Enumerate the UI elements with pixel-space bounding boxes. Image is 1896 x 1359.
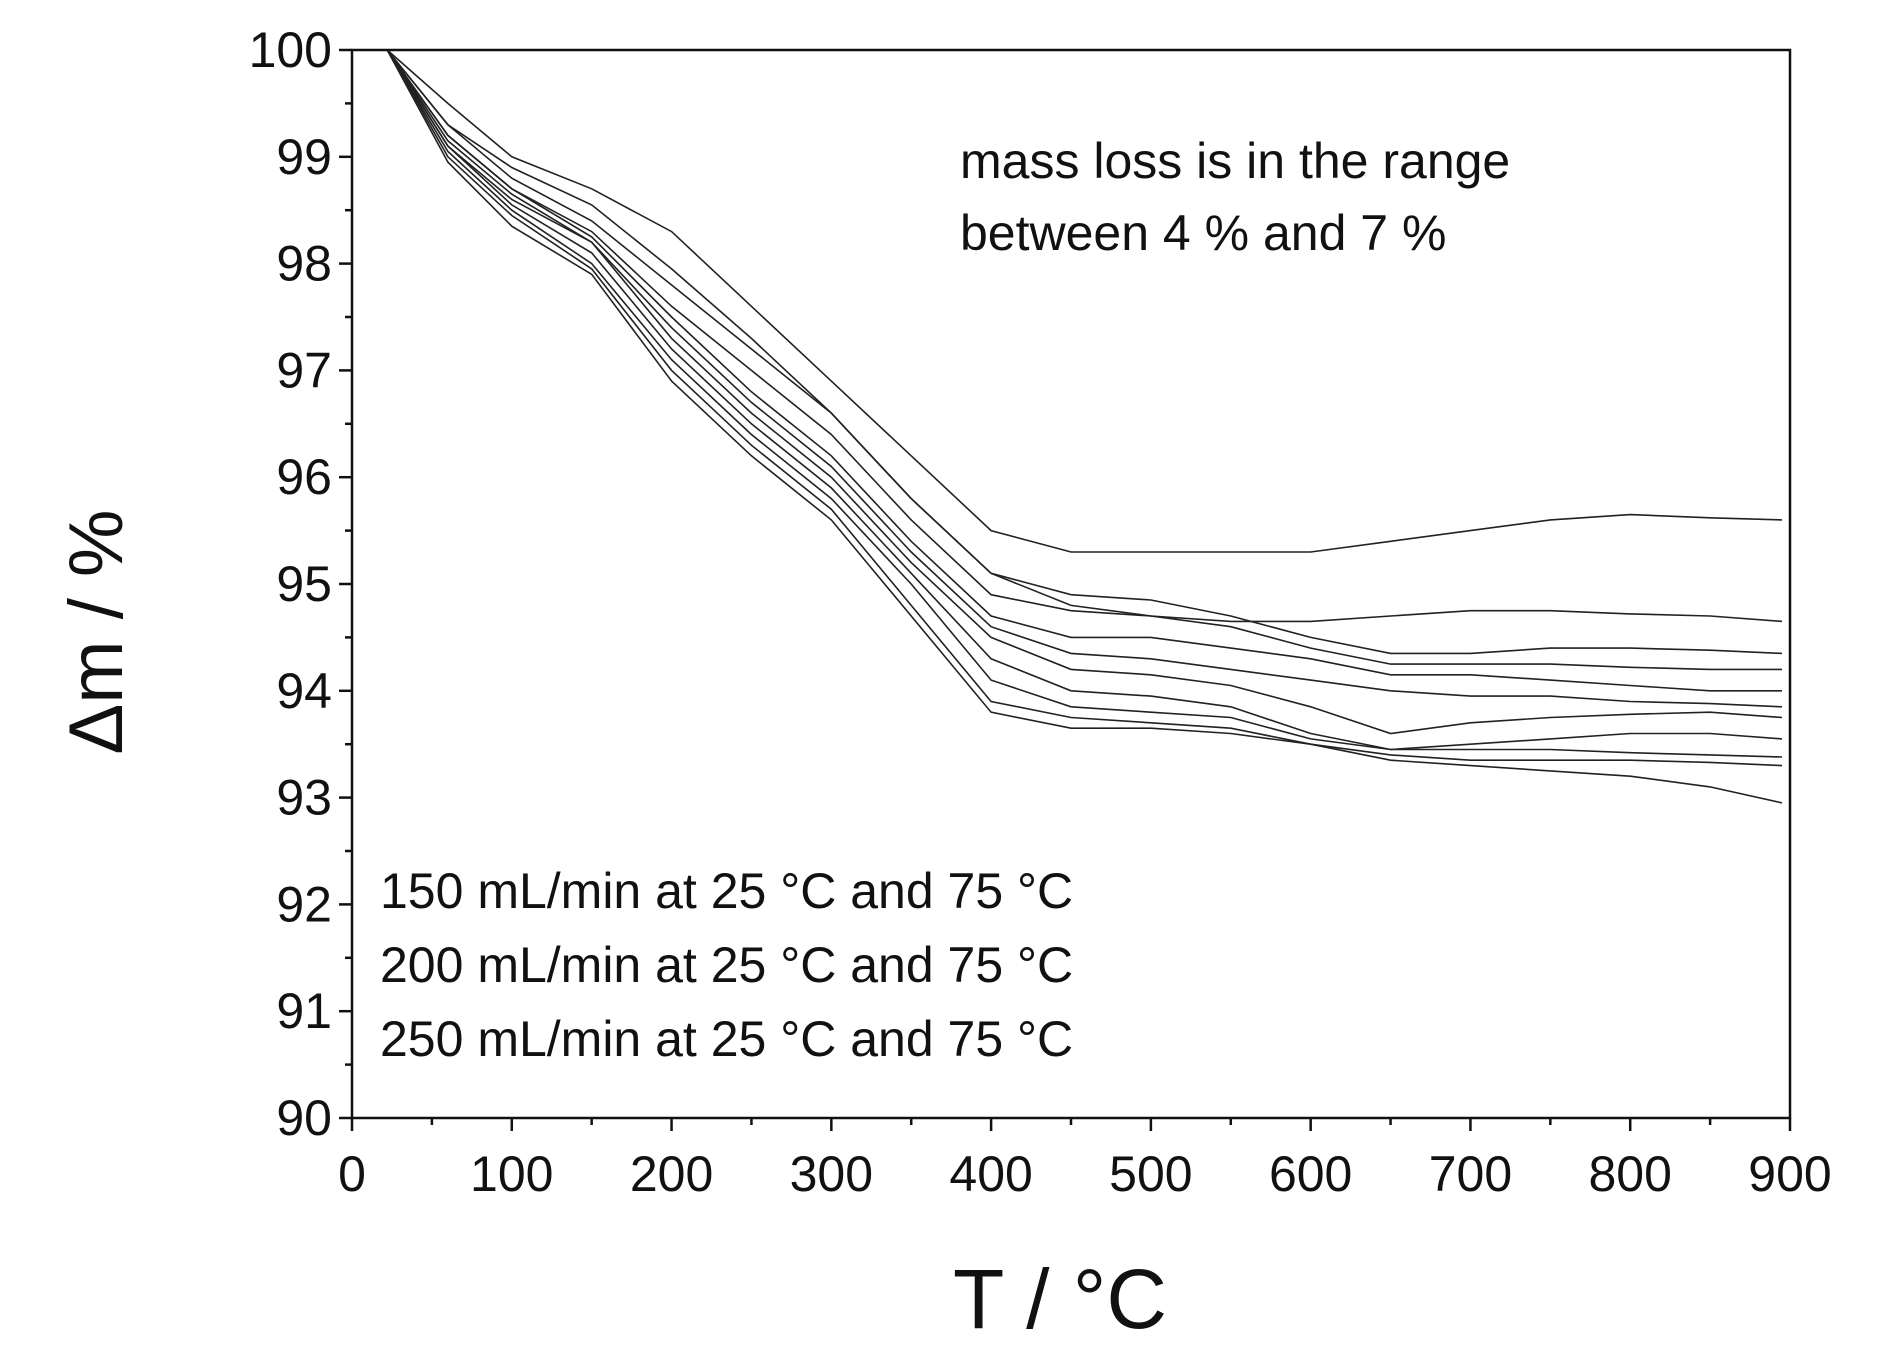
y-tick-label: 99	[276, 129, 332, 185]
y-tick-label: 94	[276, 663, 332, 719]
x-tick-label: 500	[1109, 1146, 1192, 1202]
y-tick-label: 95	[276, 556, 332, 612]
tga-curve-11	[386, 49, 1783, 804]
y-axis-title: Δm / %	[54, 510, 139, 755]
tick-labels-layer: 0 100 200 300 400 500 600 700 800 900 90 91 92 93 94 95…	[249, 22, 1832, 1202]
condition-label-250: 250 mL/min at 25 °C and 75 °C	[380, 1011, 1073, 1067]
x-tick-label: 900	[1748, 1146, 1831, 1202]
x-tick-label: 800	[1589, 1146, 1672, 1202]
y-tick-label: 98	[276, 236, 332, 292]
tga-curve-7	[386, 49, 1783, 735]
y-tick-label: 90	[276, 1090, 332, 1146]
x-tick-label: 600	[1269, 1146, 1352, 1202]
y-tick-label: 92	[276, 876, 332, 932]
x-tick-label: 700	[1429, 1146, 1512, 1202]
tga-curve-1	[386, 49, 1783, 553]
y-tick-label: 100	[249, 22, 332, 78]
condition-label-150: 150 mL/min at 25 °C and 75 °C	[380, 863, 1073, 919]
x-tick-label: 0	[338, 1146, 366, 1202]
y-tick-label: 97	[276, 342, 332, 398]
x-axis-title: T / °C	[953, 1252, 1167, 1346]
y-tick-label: 91	[276, 983, 332, 1039]
x-tick-label: 200	[630, 1146, 713, 1202]
condition-label-200: 200 mL/min at 25 °C and 75 °C	[380, 937, 1073, 993]
x-tick-label: 100	[470, 1146, 553, 1202]
x-tick-label: 400	[949, 1146, 1032, 1202]
tga-curve-10	[386, 49, 1783, 767]
tga-curve-5	[386, 49, 1782, 692]
tga-curve-9	[386, 49, 1783, 758]
tga-curve-3	[386, 49, 1783, 655]
tga-curve-2	[386, 49, 1783, 623]
curves-layer	[386, 49, 1783, 804]
plot-frame	[350, 48, 1792, 1120]
x-tick-label: 300	[790, 1146, 873, 1202]
y-tick-label: 93	[276, 770, 332, 826]
tga-curve-8	[386, 49, 1783, 751]
tga-curve-4	[386, 49, 1782, 671]
y-tick-label: 96	[276, 449, 332, 505]
mass-loss-annotation-line2: between 4 % and 7 %	[960, 205, 1446, 261]
mass-loss-annotation-line1: mass loss is in the range	[960, 133, 1510, 189]
